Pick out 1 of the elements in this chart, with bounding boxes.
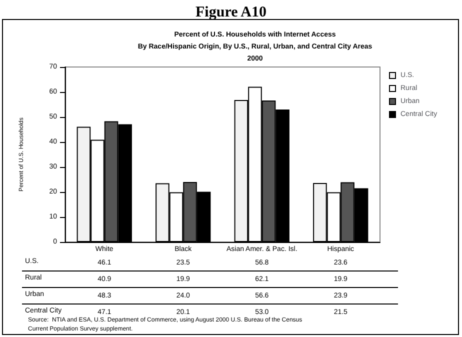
chart-title: Figure A10 bbox=[196, 4, 266, 20]
